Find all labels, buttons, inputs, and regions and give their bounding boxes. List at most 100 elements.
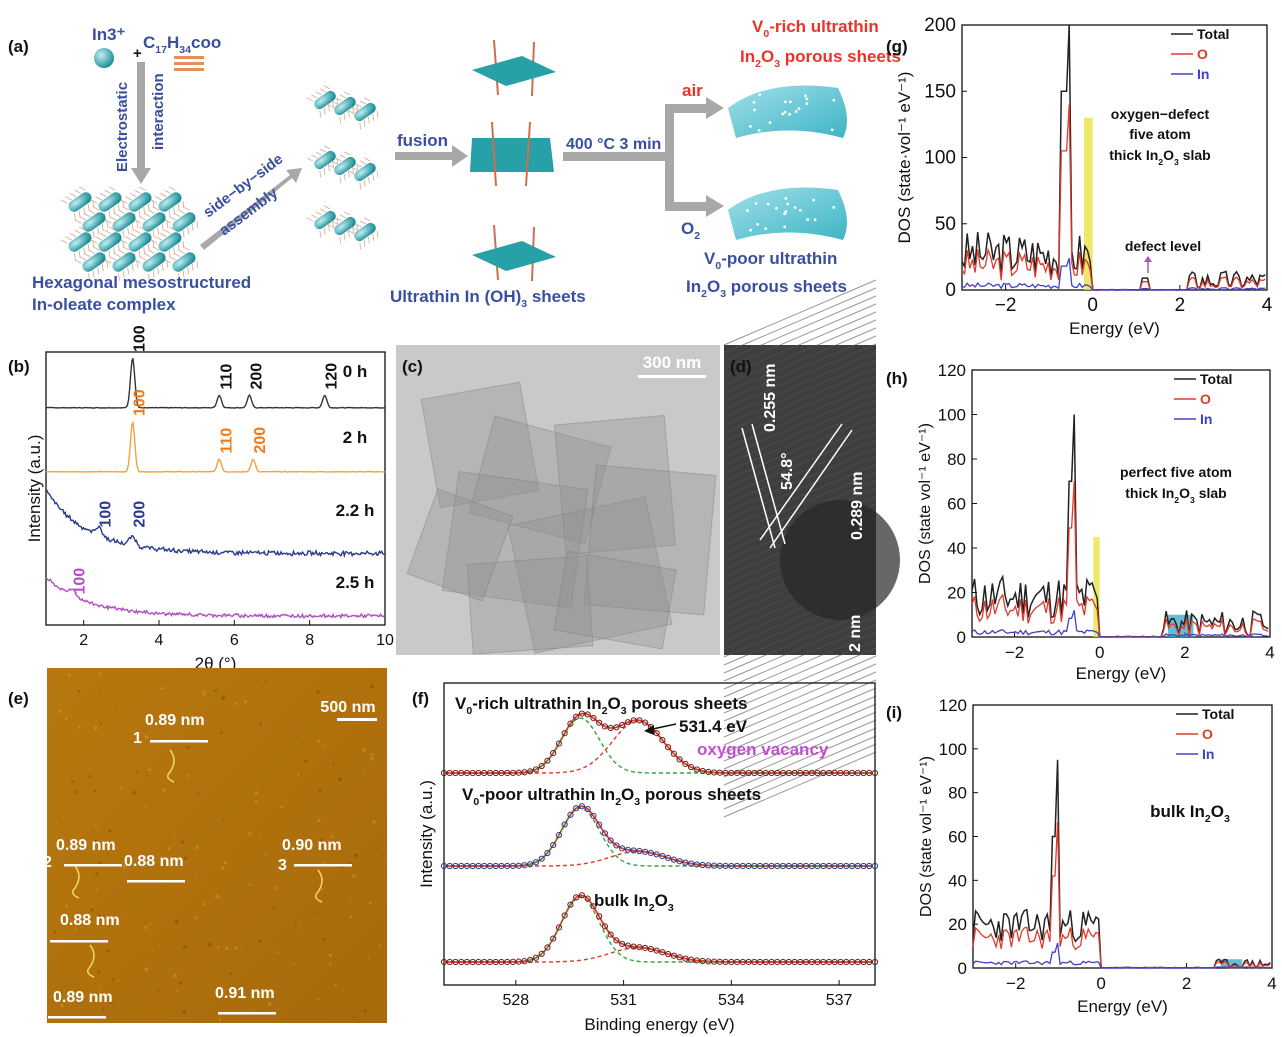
- chain-line: [118, 249, 126, 254]
- height-line: [294, 864, 352, 867]
- rod-body: [142, 252, 166, 272]
- nanorod-icon: [306, 205, 339, 238]
- height-line: [127, 880, 185, 883]
- nanorod-icon: [306, 145, 339, 178]
- x-tick-label: 4: [1267, 974, 1276, 993]
- height-line: [64, 864, 122, 867]
- label-part: O: [761, 47, 774, 66]
- chain-line: [323, 167, 326, 175]
- chain-line: [169, 216, 176, 221]
- chain-line: [65, 236, 72, 241]
- chain-line: [153, 246, 160, 251]
- label-part: 2: [649, 902, 655, 914]
- x-tick-label: 2: [1182, 974, 1191, 993]
- chain-line: [182, 240, 185, 248]
- afm-grain: [214, 894, 219, 899]
- angle-label: 54.8°: [779, 452, 796, 490]
- chain-line: [95, 196, 102, 201]
- nanorod-icon: [326, 211, 359, 244]
- chain-line: [65, 196, 72, 201]
- data-point: [808, 769, 815, 777]
- data-point: [797, 769, 804, 777]
- data-point: [642, 944, 649, 952]
- data-point: [733, 769, 741, 777]
- chain-line: [351, 166, 358, 171]
- afm-grain: [267, 1002, 272, 1006]
- chain-line: [104, 259, 112, 264]
- nanorod-icon: [134, 206, 169, 241]
- chain-line: [99, 192, 107, 198]
- chain-line: [178, 273, 180, 281]
- tem-image: [396, 345, 720, 655]
- chain-line: [343, 233, 346, 241]
- data-point: [538, 855, 545, 862]
- y-axis-label: DOS (state vol⁻¹ eV⁻¹): [918, 756, 935, 917]
- pore-dot: [786, 202, 790, 206]
- data-point: [573, 713, 580, 720]
- afm-grain: [111, 978, 115, 982]
- rod-body: [112, 252, 136, 272]
- chain-line: [147, 203, 150, 212]
- afm-grain: [370, 752, 374, 756]
- nanorod-icon: [164, 206, 199, 241]
- hexagonal-label-line2: In-oleate complex: [32, 295, 176, 314]
- rod-body: [354, 222, 376, 242]
- vo-rich-label-line1: V0-rich ultrathin: [752, 17, 879, 40]
- chain-line: [359, 122, 362, 130]
- fused-sheet-icon: [470, 138, 554, 172]
- afm-grain: [58, 709, 63, 714]
- data-point: [481, 862, 488, 870]
- lattice-fringe: [723, 295, 877, 362]
- x-tick-label: 2: [1180, 643, 1189, 662]
- data-point: [705, 862, 712, 869]
- rod-body: [68, 232, 92, 252]
- afm-grain: [263, 785, 265, 788]
- afm-grain: [115, 708, 118, 711]
- chain-line: [356, 164, 359, 172]
- data-point: [458, 958, 465, 966]
- chain-line: [173, 212, 181, 218]
- data-point: [814, 769, 821, 777]
- label-part: 3: [720, 288, 726, 300]
- y-tick-label: 200: [924, 15, 956, 36]
- x-axis-label: Energy (eV): [1076, 664, 1167, 683]
- afm-grain: [73, 790, 77, 794]
- chain-line: [306, 97, 314, 102]
- data-point: [463, 862, 471, 870]
- data-point: [670, 750, 677, 757]
- peak-index-label: 200: [132, 501, 149, 528]
- data-point: [699, 861, 706, 869]
- rod-body: [172, 252, 196, 272]
- d-spacing-label: 0.289 nm: [849, 472, 866, 540]
- label-part: 3: [634, 796, 640, 808]
- afm-grain: [144, 967, 149, 972]
- y-tick-label: 120: [939, 696, 967, 715]
- note-line: thick In2O3 slab: [1109, 147, 1210, 167]
- legend-label: Total: [1197, 26, 1229, 42]
- data-point: [860, 769, 867, 777]
- chain-line: [139, 256, 146, 261]
- data-point: [728, 958, 735, 966]
- chain-line: [323, 107, 326, 115]
- data-point: [739, 958, 746, 966]
- vo-poor-label-line1: V0-poor ultrathin: [704, 249, 837, 272]
- lattice-fringe: [723, 455, 877, 522]
- air-label: air: [682, 81, 703, 100]
- chain-line: [348, 230, 350, 238]
- chain-line: [106, 220, 109, 228]
- data-point: [871, 769, 879, 777]
- series-name: bulk In2O3: [594, 891, 674, 914]
- chain-line: [164, 229, 172, 234]
- data-point: [630, 847, 637, 854]
- chain-line: [376, 170, 379, 178]
- data-point: [538, 762, 545, 770]
- label-part: O: [1163, 147, 1174, 163]
- pore-dot: [758, 93, 762, 97]
- afm-grain: [67, 673, 72, 677]
- panel-label: (g): [886, 37, 908, 56]
- afm-grain: [181, 709, 183, 711]
- data-point: [584, 711, 591, 718]
- data-point: [573, 894, 580, 901]
